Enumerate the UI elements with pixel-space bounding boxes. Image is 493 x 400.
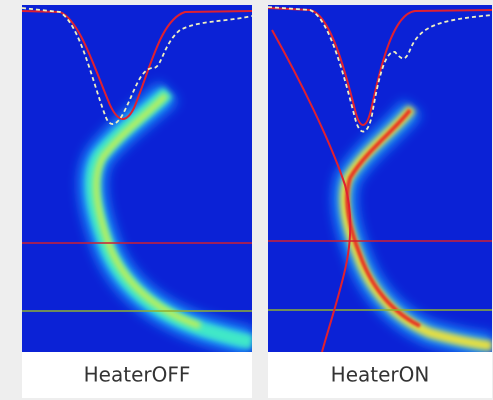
profile-dashed xyxy=(268,6,492,133)
label-box xyxy=(22,352,252,398)
panel-right xyxy=(268,5,492,352)
signal-core xyxy=(345,108,421,328)
panel-label: HeaterON xyxy=(331,363,430,387)
panel-left xyxy=(22,5,252,352)
profile-curve xyxy=(271,29,352,352)
profile-curve xyxy=(22,10,252,120)
label-box xyxy=(268,352,492,398)
profile-curve xyxy=(268,7,492,126)
panel-label: HeaterOFF xyxy=(84,363,191,387)
profile-dashed xyxy=(22,7,252,125)
signal-core xyxy=(93,92,201,329)
